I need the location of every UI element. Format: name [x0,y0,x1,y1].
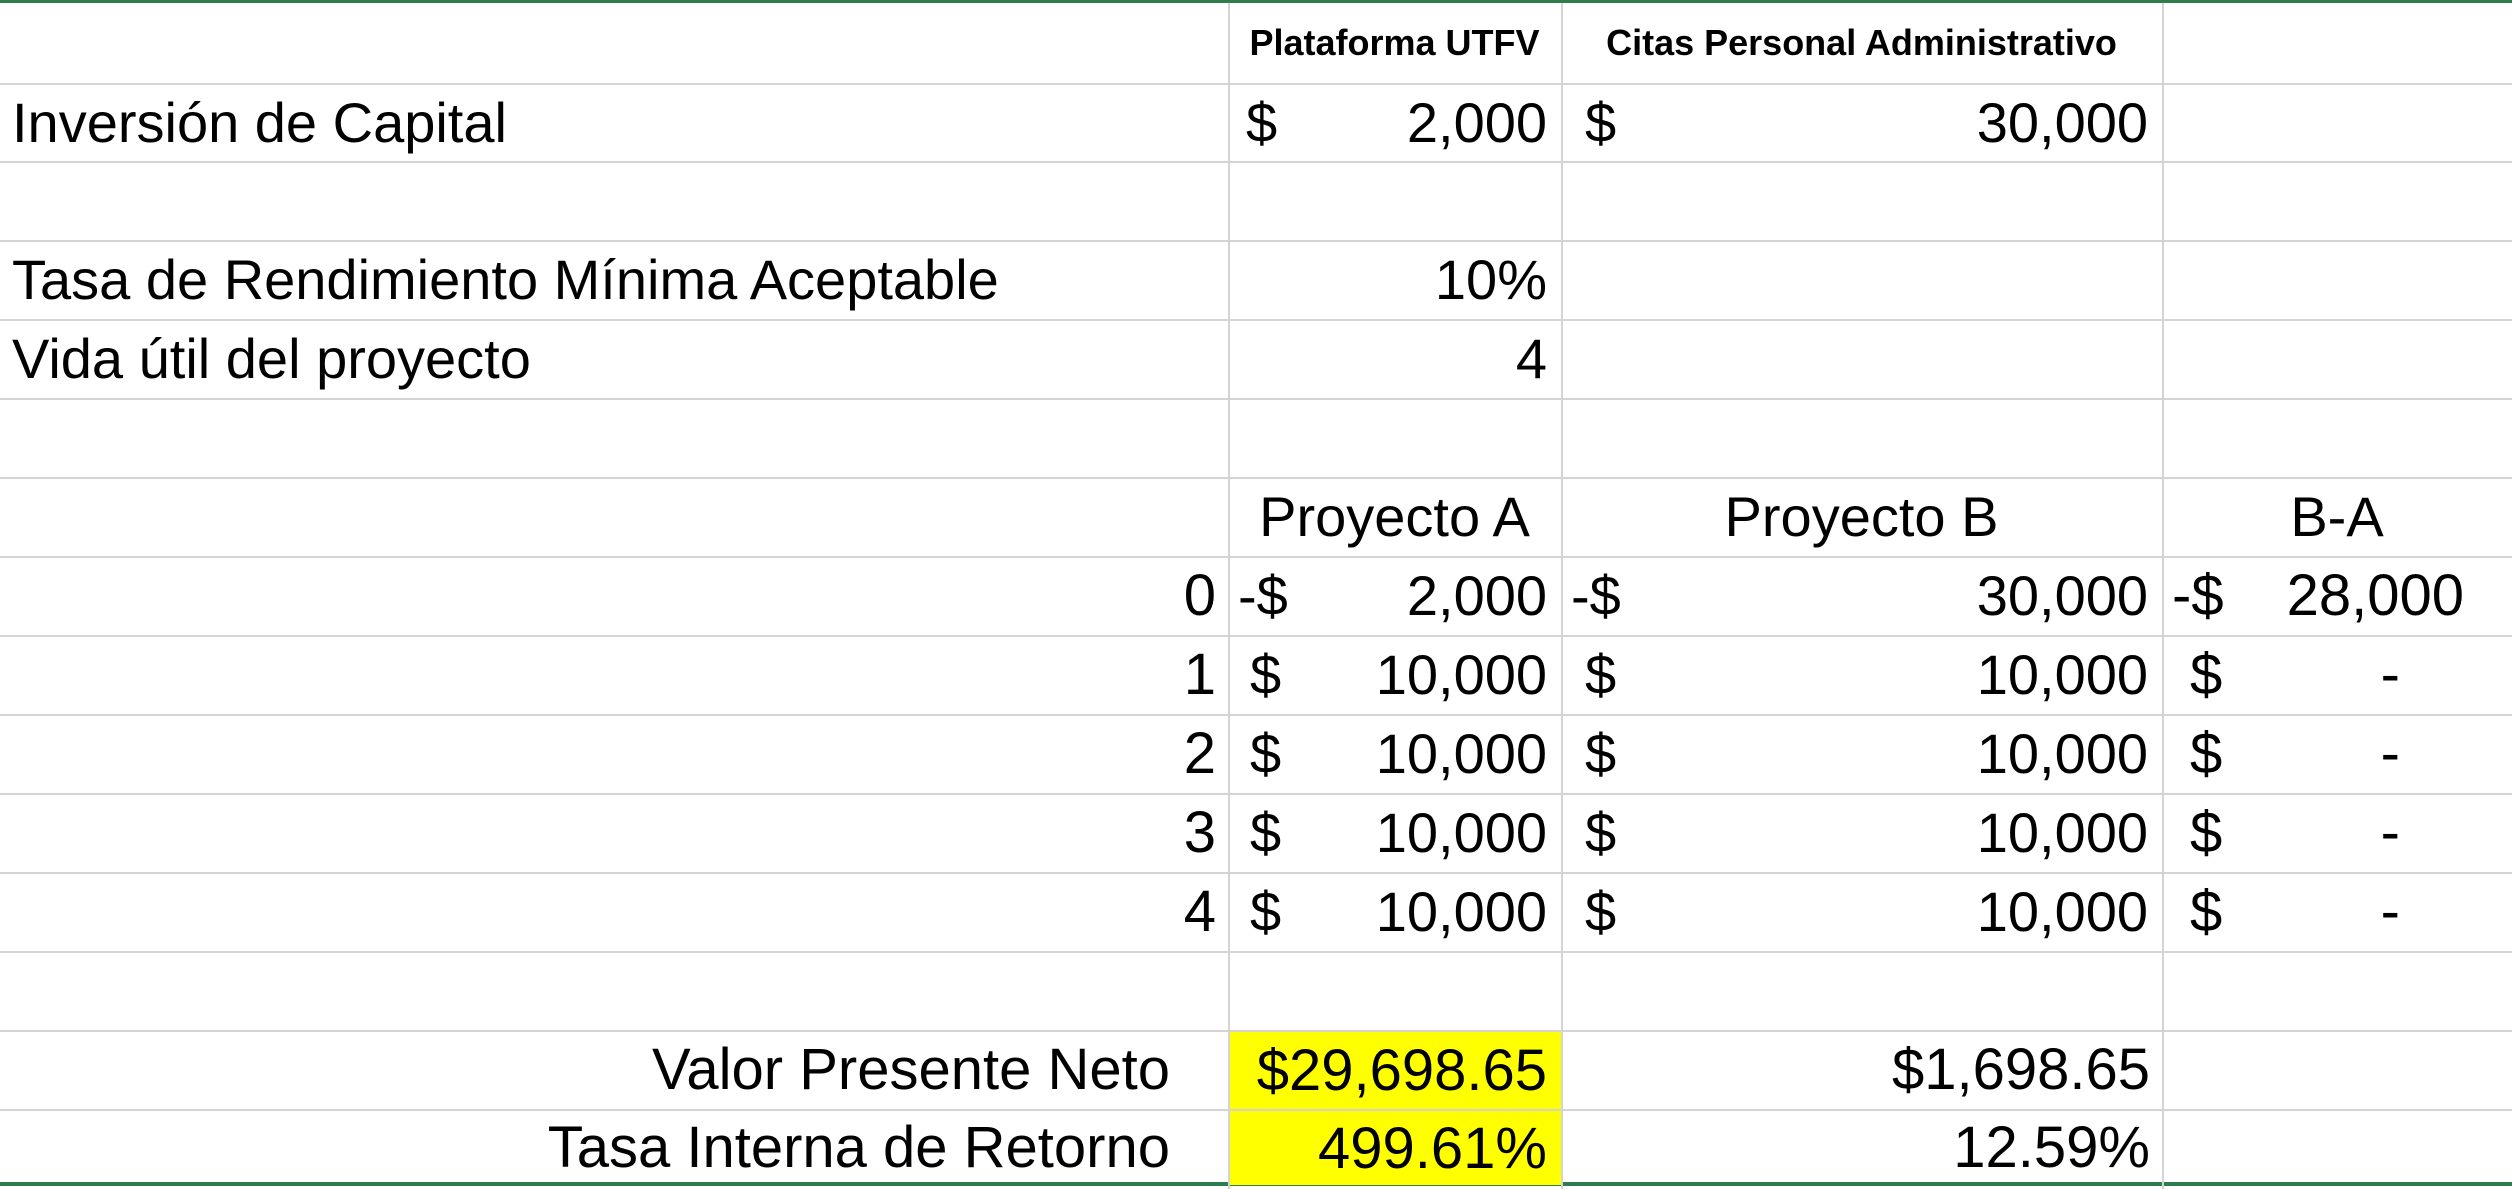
period-number[interactable]: 2 [1183,721,1216,786]
vida-util-value[interactable]: 4 [1515,327,1547,390]
a-currency: $ [1250,643,1282,706]
b-currency: $ [1585,801,1617,864]
b-currency: $ [1585,643,1617,706]
diff-currency: $ [2190,642,2223,707]
diff-currency: $ [2190,800,2223,865]
header-citas-personal[interactable]: Citas Personal Administrativo [1606,22,2117,63]
inversion-b-value[interactable]: 30,000 [1976,90,2148,154]
a-currency: $ [1250,801,1282,864]
header-proyecto-a[interactable]: Proyecto A [1259,485,1530,548]
inversion-a-currency: $ [1246,90,1278,154]
inversion-a-value[interactable]: 2,000 [1406,90,1547,154]
label-tasa-minima[interactable]: Tasa de Rendimiento Mínima Aceptable [12,248,999,311]
label-tasa-interna-retorno[interactable]: Tasa Interna de Retorno [547,1114,1170,1180]
period-number[interactable]: 4 [1183,879,1216,944]
header-proyecto-b[interactable]: Proyecto B [1724,485,1999,548]
a-cashflow[interactable]: 10,000 [1375,722,1547,785]
diff-cashflow[interactable]: - [2380,642,2400,707]
label-vida-util[interactable]: Vida útil del proyecto [12,327,531,390]
b-currency: -$ [1571,564,1621,627]
period-number[interactable]: 1 [1183,642,1216,707]
a-cashflow[interactable]: 10,000 [1375,643,1547,706]
header-plataforma-utfv[interactable]: Plataforma UTFV [1249,22,1540,63]
a-cashflow[interactable]: 10,000 [1375,880,1547,943]
a-currency: $ [1250,722,1282,785]
b-cashflow[interactable]: 10,000 [1976,643,2148,706]
vpn-proyecto-a[interactable]: $29,698.65 [1230,1032,1561,1109]
label-valor-presente-neto[interactable]: Valor Presente Neto [652,1037,1170,1102]
b-currency: $ [1585,722,1617,785]
a-currency: -$ [1238,564,1288,627]
header-b-minus-a[interactable]: B-A [2290,485,2384,548]
diff-cashflow[interactable]: - [2380,879,2400,944]
label-inversion-capital[interactable]: Inversión de Capital [12,90,507,154]
b-cashflow[interactable]: 30,000 [1976,564,2148,627]
period-number[interactable]: 0 [1183,563,1216,628]
a-currency: $ [1250,880,1282,943]
diff-currency: $ [2190,721,2223,786]
tasa-minima-value[interactable]: 10% [1434,248,1547,311]
inversion-b-currency: $ [1585,90,1617,154]
tir-proyecto-a[interactable]: 499.61% [1230,1111,1561,1185]
b-cashflow[interactable]: 10,000 [1976,880,2148,943]
a-cashflow[interactable]: 10,000 [1375,801,1547,864]
diff-cashflow[interactable]: - [2380,800,2400,865]
b-cashflow[interactable]: 10,000 [1976,722,2148,785]
diff-currency: -$ [2172,563,2224,628]
a-cashflow[interactable]: 2,000 [1406,564,1547,627]
b-cashflow[interactable]: 10,000 [1976,801,2148,864]
diff-cashflow[interactable]: - [2380,721,2400,786]
period-number[interactable]: 3 [1183,800,1216,865]
diff-currency: $ [2190,879,2223,944]
vpn-proyecto-b[interactable]: $1,698.65 [1891,1037,2150,1102]
tir-proyecto-b[interactable]: 12.59% [1953,1114,2150,1180]
b-currency: $ [1585,880,1617,943]
diff-cashflow[interactable]: 28,000 [2286,563,2464,628]
